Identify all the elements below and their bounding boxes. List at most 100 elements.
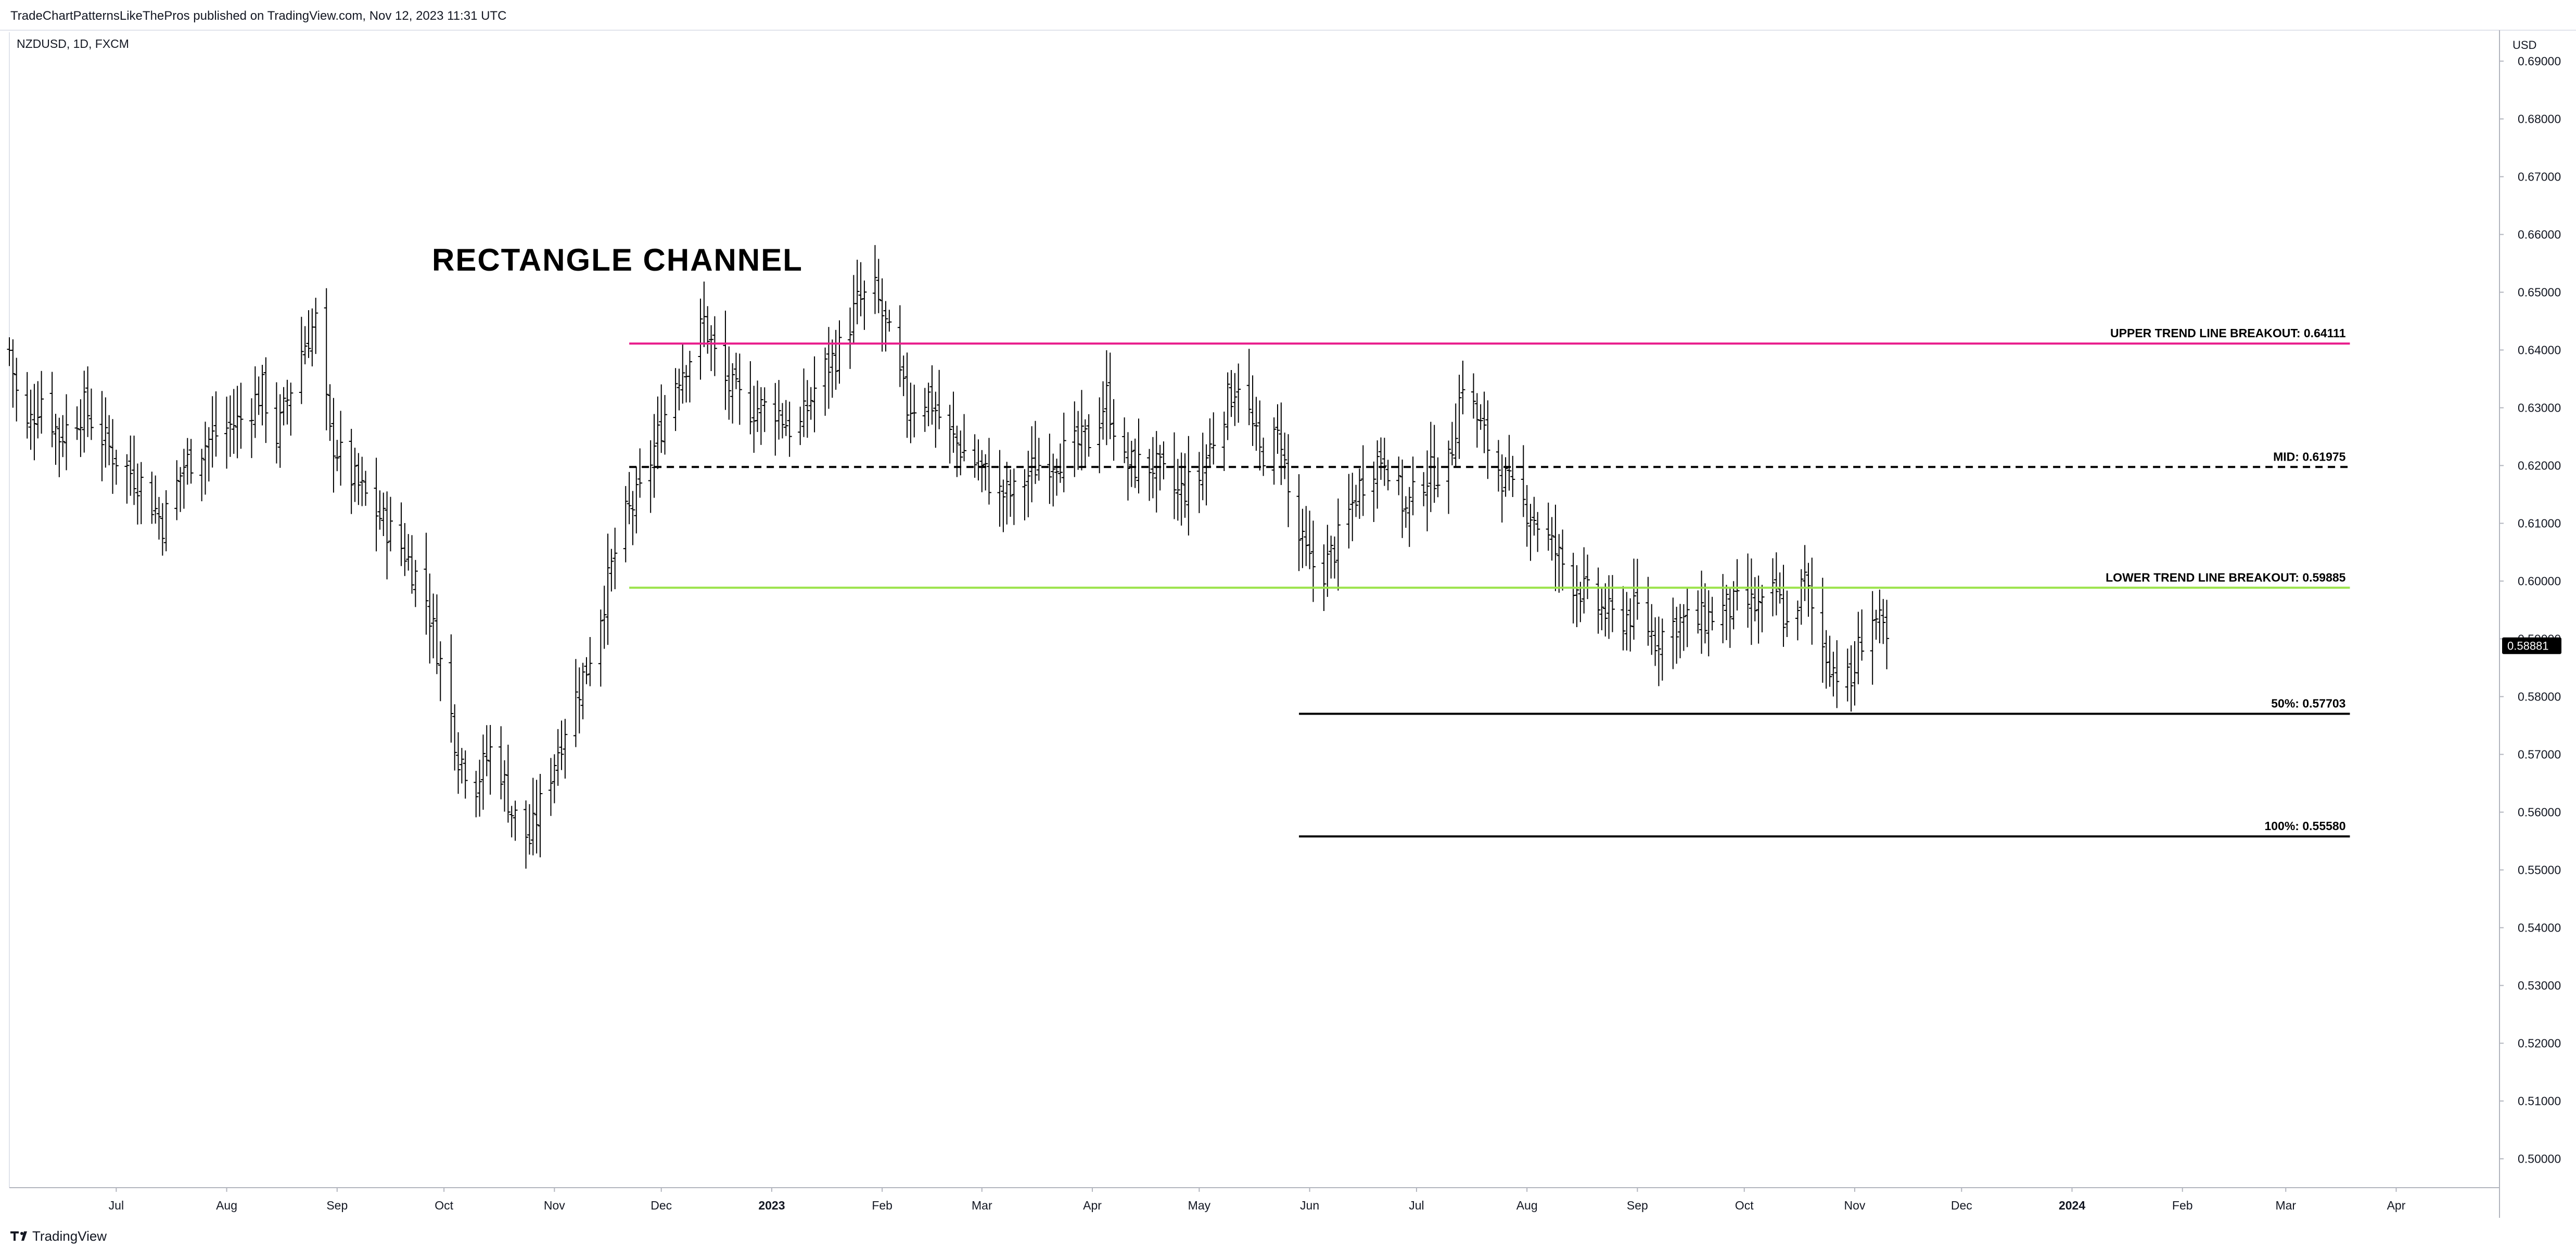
ohlc-bar: [726, 346, 732, 420]
ohlc-bar: [1036, 438, 1041, 481]
ohlc-bar: [53, 414, 58, 465]
ohlc-bar: [1211, 412, 1216, 465]
ohlc-bar: [363, 470, 368, 506]
ohlc-bar: [1482, 391, 1487, 453]
ohlc-bar: [1621, 586, 1626, 651]
ohlc-bar: [227, 395, 233, 457]
y-tick-label: 0.68000: [2518, 112, 2561, 126]
ohlc-bar: [1635, 558, 1640, 620]
ohlc-bar: [1685, 587, 1690, 647]
ohlc-bar: [138, 462, 144, 525]
ohlc-bar: [801, 368, 807, 437]
x-tick-label: Apr: [2387, 1199, 2406, 1212]
ohlc-bar: [459, 748, 464, 784]
ohlc-bar: [1354, 485, 1359, 517]
ohlc-bar: [926, 383, 931, 427]
ohlc-bar: [798, 406, 803, 446]
footer-brand[interactable]: TradingView: [10, 1228, 107, 1244]
ohlc-bar: [1286, 434, 1291, 527]
ohlc-bar: [1335, 498, 1341, 591]
ohlc-bar: [1182, 453, 1188, 518]
ohlc-bar: [1820, 578, 1825, 683]
ohlc-bar: [1681, 604, 1686, 651]
y-axis[interactable]: 0.50000 0.51000 0.52000 0.53000 0.54000 0.550…: [2500, 55, 2561, 1166]
x-tick-label: Feb: [872, 1199, 892, 1212]
ohlc-bar: [149, 472, 155, 524]
ohlc-bar: [1524, 485, 1529, 547]
ohlc-bar: [132, 435, 137, 505]
ohlc-bar: [887, 310, 892, 332]
ohlc-bar: [555, 729, 560, 786]
ohlc-bar: [74, 406, 80, 440]
ohlc-bar: [285, 379, 290, 425]
ohlc-bar: [1485, 400, 1490, 479]
ohlc-bar: [434, 594, 439, 674]
ohlc-bar: [1781, 565, 1786, 647]
ohlc-bar: [1510, 455, 1515, 498]
ohlc-bar: [1799, 569, 1804, 625]
ohlc-bar: [637, 448, 643, 498]
ohlc-bar: [360, 456, 365, 506]
ohlc-bar: [1532, 497, 1537, 536]
ohlc-bar: [377, 490, 382, 530]
horizontal-levels[interactable]: UPPER TREND LINE BREAKOUT: 0.64111 MID: 0…: [629, 326, 2350, 838]
currency-label[interactable]: USD: [2513, 39, 2536, 52]
ohlc-bar: [723, 310, 728, 410]
ohlc-bar: [1360, 445, 1366, 516]
ohlc-bar: [135, 463, 140, 525]
ohlc-bar: [876, 259, 881, 313]
ohlc-bar: [1724, 584, 1729, 641]
ohlc-bar: [1670, 597, 1676, 669]
ohlc-bar: [1122, 417, 1127, 463]
ohlc-bar: [1375, 440, 1380, 509]
y-tick-label: 0.53000: [2518, 979, 2561, 992]
ohlc-bar: [1628, 598, 1633, 652]
ohlc-bar: [1499, 454, 1504, 523]
ohlc-bar: [1596, 567, 1601, 634]
ohlc-bar: [602, 586, 607, 649]
x-tick-label: Aug: [216, 1199, 237, 1212]
ohlc-bar: [14, 358, 19, 422]
x-tick-label: 2023: [758, 1199, 785, 1212]
ohlc-bar: [630, 491, 635, 545]
ohlc-bar: [1150, 437, 1155, 499]
ohlc-bar: [1097, 397, 1102, 474]
ohlc-bar: [705, 306, 710, 354]
y-tick-label: 0.54000: [2518, 921, 2561, 935]
ohlc-bar: [1528, 504, 1533, 561]
ohlc-bar: [302, 326, 308, 364]
ohlc-bar: [1204, 444, 1209, 506]
ohlc-bar: [1806, 563, 1811, 617]
symbol-line[interactable]: NZDUSD, 1D, FXCM: [17, 37, 129, 50]
ohlc-bar: [634, 466, 639, 533]
ohlc-bar: [88, 388, 94, 440]
ohlc-bar: [449, 634, 454, 743]
x-tick-label: Apr: [1083, 1199, 1102, 1212]
ohlc-bar: [313, 298, 318, 354]
ohlc-bar: [274, 382, 279, 464]
ohlc-bar: [833, 329, 838, 390]
ohlc-bar: [277, 394, 283, 468]
ohlc-bar: [1535, 512, 1540, 552]
x-tick-label: May: [1188, 1199, 1211, 1212]
ohlc-bar: [438, 641, 443, 702]
ohlc-bar: [456, 732, 461, 794]
ohlc-bar: [1845, 648, 1850, 702]
ohlc-bar: [1624, 592, 1629, 651]
ohlc-bar: [1022, 469, 1027, 520]
y-tick-label: 0.67000: [2518, 170, 2561, 184]
ohlc-bar: [1478, 404, 1483, 430]
ohlc-bar: [181, 449, 186, 509]
ohlc-bar: [1674, 606, 1679, 664]
ohlc-bar: [185, 438, 190, 485]
ohlc-bar: [1403, 496, 1408, 528]
ohlc-bar: [1560, 529, 1565, 591]
ohlc-bar: [1186, 436, 1191, 536]
x-axis[interactable]: Jul Aug Sep Oct Nov Dec 2023 Feb Mar Apr May Jun Jul…: [109, 1188, 2406, 1212]
y-tick-label: 0.51000: [2518, 1094, 2561, 1108]
ohlc-bar: [605, 533, 610, 645]
ohlc-bar: [826, 327, 831, 409]
ohlc-bar: [1004, 462, 1010, 525]
ohlc-bar: [1553, 504, 1558, 591]
ohlc-bar: [758, 387, 763, 445]
